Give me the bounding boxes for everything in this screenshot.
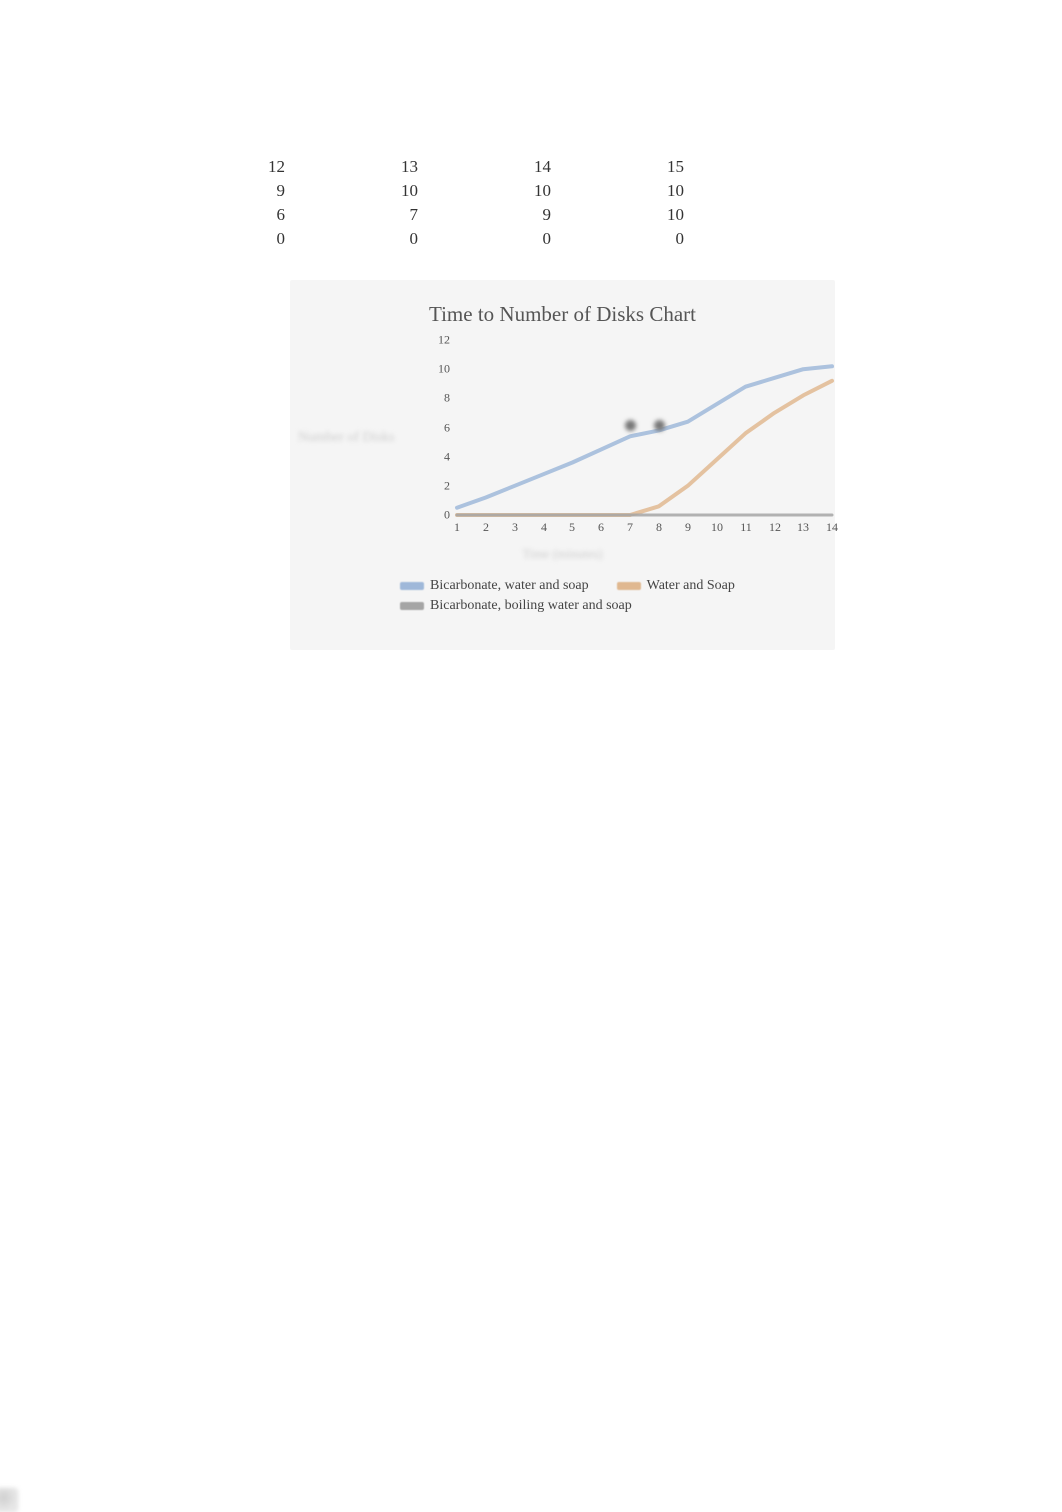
cell: 9 xyxy=(160,179,293,203)
legend-swatch xyxy=(400,582,424,590)
xtick: 6 xyxy=(598,520,604,535)
xtick: 14 xyxy=(826,520,838,535)
cell: 14 xyxy=(426,155,559,179)
cell: 15 xyxy=(559,155,692,179)
xtick: 9 xyxy=(685,520,691,535)
chart-card: Time to Number of Disks Chart Number of … xyxy=(290,280,835,650)
legend: Bicarbonate, water and soap Water and So… xyxy=(400,578,763,618)
chart-title: Time to Number of Disks Chart xyxy=(290,302,835,327)
xtick: 8 xyxy=(656,520,662,535)
ytick: 4 xyxy=(428,450,450,465)
ytick: 10 xyxy=(428,362,450,377)
legend-row: Bicarbonate, boiling water and soap xyxy=(400,598,763,614)
cell: 0 xyxy=(426,227,559,251)
xtick: 7 xyxy=(627,520,633,535)
table-row: 0 0 0 0 xyxy=(160,227,692,251)
cell: 0 xyxy=(160,227,293,251)
cell: 10 xyxy=(559,179,692,203)
cell: 13 xyxy=(293,155,426,179)
ytick: 12 xyxy=(428,333,450,348)
series-line-bicarb-water-soap xyxy=(457,366,832,507)
cell: 10 xyxy=(426,179,559,203)
ytick: 8 xyxy=(428,391,450,406)
cell: 0 xyxy=(559,227,692,251)
ytick: 2 xyxy=(428,479,450,494)
xtick: 3 xyxy=(512,520,518,535)
series-line-water-soap xyxy=(457,381,832,515)
ytick: 6 xyxy=(428,421,450,436)
legend-label: Bicarbonate, boiling water and soap xyxy=(430,598,632,614)
cell: 7 xyxy=(293,203,426,227)
xtick: 10 xyxy=(711,520,723,535)
xtick: 5 xyxy=(569,520,575,535)
cell: 12 xyxy=(160,155,293,179)
xtick: 2 xyxy=(483,520,489,535)
legend-swatch xyxy=(400,602,424,610)
x-axis-label: Time (minutes) xyxy=(290,546,835,562)
chart-dot xyxy=(625,420,636,431)
chart-dot xyxy=(654,420,665,431)
preview-thumbnail xyxy=(0,1488,18,1512)
table-row: 9 10 10 10 xyxy=(160,179,692,203)
cell: 9 xyxy=(426,203,559,227)
table-row: 6 7 9 10 xyxy=(160,203,692,227)
legend-label: Water and Soap xyxy=(647,578,735,594)
xtick: 13 xyxy=(797,520,809,535)
legend-label: Bicarbonate, water and soap xyxy=(430,578,589,594)
chart-lines-svg xyxy=(457,340,832,515)
plot-area xyxy=(457,340,832,515)
cell: 6 xyxy=(160,203,293,227)
y-axis-label: Number of Disks xyxy=(298,430,394,446)
cell: 0 xyxy=(293,227,426,251)
data-table: 12 13 14 15 9 10 10 10 6 7 9 10 0 0 0 0 xyxy=(160,155,692,251)
xtick: 4 xyxy=(541,520,547,535)
table-row: 12 13 14 15 xyxy=(160,155,692,179)
cell: 10 xyxy=(293,179,426,203)
legend-swatch xyxy=(617,582,641,590)
xtick: 12 xyxy=(769,520,781,535)
cell: 10 xyxy=(559,203,692,227)
xtick: 1 xyxy=(454,520,460,535)
xtick: 11 xyxy=(740,520,752,535)
ytick: 0 xyxy=(428,508,450,523)
legend-row: Bicarbonate, water and soap Water and So… xyxy=(400,578,763,594)
